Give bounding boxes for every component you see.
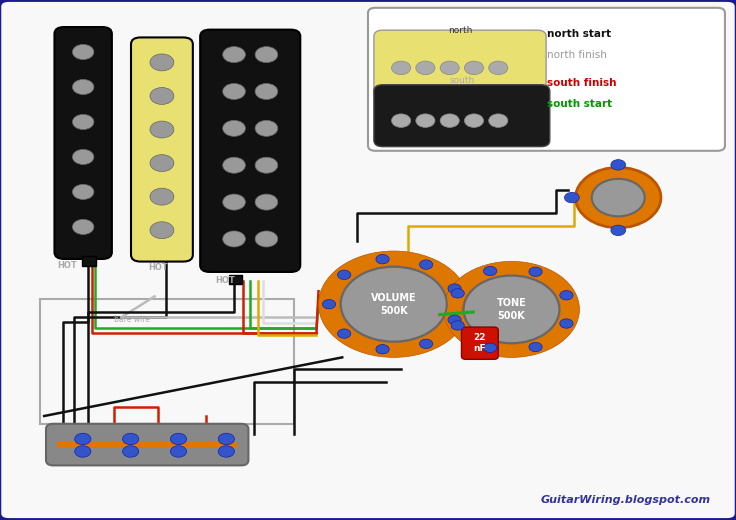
- Circle shape: [322, 300, 336, 309]
- Circle shape: [122, 433, 139, 445]
- Text: north start: north start: [547, 29, 611, 39]
- Circle shape: [122, 446, 139, 457]
- FancyBboxPatch shape: [368, 8, 725, 151]
- Circle shape: [75, 433, 91, 445]
- Bar: [82, 256, 96, 266]
- Bar: [229, 275, 242, 284]
- Wedge shape: [444, 262, 579, 357]
- Circle shape: [338, 270, 351, 279]
- Circle shape: [576, 167, 661, 228]
- FancyBboxPatch shape: [131, 37, 193, 262]
- FancyBboxPatch shape: [54, 27, 112, 259]
- FancyBboxPatch shape: [374, 85, 550, 147]
- Circle shape: [440, 61, 459, 75]
- Circle shape: [448, 315, 461, 324]
- Text: VOLUME
500K: VOLUME 500K: [371, 293, 417, 316]
- Circle shape: [611, 225, 626, 236]
- Circle shape: [376, 254, 389, 264]
- Circle shape: [416, 114, 435, 127]
- Text: south start: south start: [547, 99, 612, 109]
- Circle shape: [255, 194, 277, 210]
- Circle shape: [255, 47, 277, 62]
- Circle shape: [611, 160, 626, 170]
- Circle shape: [451, 289, 464, 298]
- FancyBboxPatch shape: [200, 30, 300, 272]
- Bar: [57, 441, 237, 448]
- Bar: [40, 299, 294, 424]
- Circle shape: [464, 276, 559, 343]
- Circle shape: [218, 446, 234, 457]
- FancyBboxPatch shape: [46, 424, 249, 465]
- Circle shape: [464, 61, 484, 75]
- Circle shape: [255, 157, 277, 173]
- Circle shape: [223, 157, 245, 173]
- Circle shape: [451, 321, 464, 330]
- Circle shape: [223, 84, 245, 99]
- Circle shape: [150, 154, 174, 172]
- Circle shape: [171, 446, 187, 457]
- Text: bare wire: bare wire: [114, 316, 150, 324]
- Circle shape: [150, 121, 174, 138]
- Circle shape: [392, 114, 411, 127]
- Circle shape: [255, 120, 277, 136]
- Circle shape: [72, 149, 94, 164]
- Circle shape: [341, 267, 447, 342]
- Circle shape: [72, 114, 94, 129]
- Circle shape: [592, 179, 645, 216]
- Circle shape: [560, 291, 573, 300]
- Text: north finish: north finish: [547, 49, 606, 60]
- Circle shape: [150, 188, 174, 205]
- Circle shape: [489, 114, 508, 127]
- Circle shape: [171, 433, 187, 445]
- Circle shape: [484, 343, 497, 353]
- Circle shape: [72, 80, 94, 95]
- Text: HOT: HOT: [149, 264, 169, 272]
- Text: north: north: [447, 25, 473, 35]
- Circle shape: [376, 345, 389, 354]
- Circle shape: [150, 87, 174, 105]
- Circle shape: [223, 47, 245, 62]
- FancyBboxPatch shape: [374, 30, 546, 100]
- Circle shape: [218, 433, 234, 445]
- Circle shape: [464, 114, 484, 127]
- Circle shape: [392, 61, 411, 75]
- Circle shape: [440, 114, 459, 127]
- Circle shape: [416, 61, 435, 75]
- Circle shape: [560, 319, 573, 328]
- Circle shape: [150, 54, 174, 71]
- Circle shape: [565, 192, 579, 203]
- Circle shape: [338, 329, 351, 339]
- Circle shape: [484, 266, 497, 276]
- Wedge shape: [319, 251, 469, 357]
- Text: TONE
500K: TONE 500K: [497, 298, 526, 321]
- Circle shape: [75, 446, 91, 457]
- Text: south finish: south finish: [547, 78, 616, 88]
- Text: 22
nF: 22 nF: [473, 333, 486, 353]
- Circle shape: [489, 61, 508, 75]
- FancyBboxPatch shape: [461, 327, 498, 359]
- Circle shape: [529, 267, 542, 277]
- Circle shape: [420, 260, 433, 269]
- Circle shape: [150, 222, 174, 239]
- Circle shape: [448, 284, 461, 293]
- Text: GuitarWiring.blogspot.com: GuitarWiring.blogspot.com: [540, 496, 710, 505]
- Circle shape: [223, 120, 245, 136]
- Circle shape: [223, 231, 245, 247]
- Circle shape: [255, 84, 277, 99]
- Circle shape: [255, 231, 277, 247]
- Circle shape: [529, 342, 542, 352]
- Text: HOT: HOT: [57, 261, 77, 270]
- Circle shape: [72, 219, 94, 235]
- Circle shape: [72, 44, 94, 60]
- Circle shape: [223, 194, 245, 210]
- Text: south: south: [450, 76, 475, 85]
- Text: HOT: HOT: [215, 277, 235, 285]
- Circle shape: [420, 339, 433, 348]
- Circle shape: [72, 185, 94, 200]
